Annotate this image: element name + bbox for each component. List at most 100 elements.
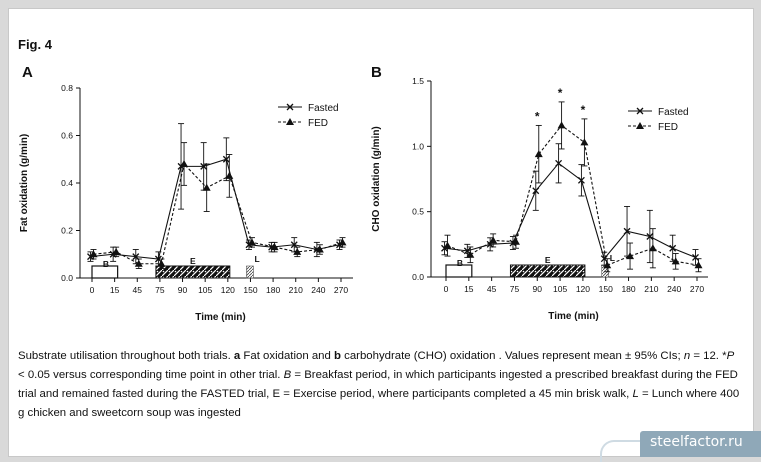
data-point-triangle bbox=[89, 250, 98, 258]
data-point-triangle bbox=[511, 237, 520, 245]
x-tick-label: 105 bbox=[198, 285, 212, 295]
data-point-triangle bbox=[580, 138, 589, 146]
x-tick-label: 0 bbox=[90, 285, 95, 295]
x-tick-label: 120 bbox=[221, 285, 235, 295]
significance-marker: * bbox=[581, 103, 586, 117]
caption-n-symbol: n bbox=[683, 350, 691, 362]
legend-label: Fasted bbox=[308, 103, 339, 114]
figure-label: Fig. 4 bbox=[18, 37, 52, 52]
significance-marker: * bbox=[558, 86, 563, 100]
panel-label: B bbox=[371, 64, 382, 81]
legend-label: FED bbox=[658, 122, 678, 133]
x-tick-label: 45 bbox=[133, 285, 143, 295]
watermark-decoration bbox=[600, 440, 647, 462]
exercise-period-box bbox=[509, 264, 586, 278]
y-tick-label: 0.5 bbox=[412, 207, 424, 217]
chart-panel-a: A 0.0 0.2 0.4 0.6 0.8 Fat oxidation (g/min) 0 15… bbox=[19, 64, 353, 323]
lunch-period-label: L bbox=[610, 253, 615, 263]
y-tick-label: 0.2 bbox=[61, 226, 73, 236]
data-point-triangle bbox=[626, 252, 635, 260]
data-point-triangle bbox=[180, 160, 189, 167]
y-tick-label: 0.0 bbox=[412, 272, 424, 282]
data-point-triangle bbox=[443, 241, 452, 249]
x-tick-label: 0 bbox=[444, 284, 449, 294]
exercise-period-label: E bbox=[545, 255, 551, 265]
significance-marker: * bbox=[535, 109, 540, 123]
data-point-triangle bbox=[648, 244, 657, 252]
caption-text: < 0.05 versus corresponding time point i… bbox=[18, 369, 284, 381]
x-tick-label: 90 bbox=[533, 284, 543, 294]
data-point-triangle bbox=[489, 236, 498, 244]
lunch-period-box bbox=[246, 265, 254, 279]
series-fasted bbox=[87, 123, 343, 267]
data-point-triangle bbox=[247, 238, 256, 246]
y-tick-label: 0.8 bbox=[61, 83, 73, 93]
y-tick-label: 0.6 bbox=[61, 131, 73, 141]
data-point-triangle bbox=[270, 243, 279, 251]
series-fasted bbox=[441, 143, 699, 266]
legend-label: Fasted bbox=[658, 107, 689, 118]
data-point-triangle bbox=[603, 261, 612, 269]
data-point-x bbox=[532, 187, 540, 195]
exercise-period-label: E bbox=[190, 256, 196, 266]
data-point-x bbox=[154, 255, 162, 263]
y-axis-label: CHO oxidation (g/min) bbox=[371, 126, 382, 232]
data-point-triangle bbox=[338, 238, 347, 246]
series-line bbox=[447, 124, 699, 267]
chart-panel-b: B 0.0 0.5 1.0 1.5 CHO oxidation (g/min) 0 15 45 7… bbox=[371, 64, 708, 322]
x-tick-label: 180 bbox=[621, 284, 635, 294]
data-point-triangle bbox=[202, 183, 211, 191]
x-tick-label: 150 bbox=[243, 285, 257, 295]
lunch-period-label: L bbox=[254, 254, 259, 264]
y-tick-label: 0.4 bbox=[61, 178, 73, 188]
data-point-x bbox=[669, 244, 677, 252]
x-tick-label: 210 bbox=[644, 284, 658, 294]
x-tick-label: 270 bbox=[690, 284, 704, 294]
x-tick-label: 15 bbox=[110, 285, 120, 295]
legend-marker-triangle bbox=[286, 118, 294, 125]
data-point-triangle bbox=[466, 250, 475, 258]
caption-text: Fat oxidation and bbox=[240, 350, 334, 362]
breakfast-period-box bbox=[91, 265, 119, 279]
x-tick-label: 90 bbox=[178, 285, 188, 295]
caption-p-symbol: P bbox=[726, 350, 735, 362]
x-tick-label: 45 bbox=[487, 284, 497, 294]
data-point-x bbox=[577, 176, 585, 184]
x-tick-label: 240 bbox=[667, 284, 681, 294]
x-tick-label: 75 bbox=[155, 285, 165, 295]
series-fed bbox=[89, 142, 347, 269]
data-point-triangle bbox=[157, 259, 166, 267]
data-point-x bbox=[623, 227, 631, 235]
caption-text: = Lunch where 400 g chicken and sweetcor… bbox=[18, 388, 740, 419]
legend: Fasted FED bbox=[628, 107, 689, 133]
y-tick-label: 1.0 bbox=[412, 141, 424, 151]
data-point-triangle bbox=[557, 121, 566, 129]
y-tick-label: 1.5 bbox=[412, 76, 424, 86]
breakfast-period-label: B bbox=[103, 259, 109, 269]
caption-panel-b-ref: b bbox=[333, 350, 341, 362]
data-point-triangle bbox=[315, 245, 324, 253]
caption-text: = 12. * bbox=[690, 350, 727, 362]
legend-marker-x bbox=[286, 103, 294, 111]
breakfast-period-label: B bbox=[457, 258, 463, 268]
data-point-triangle bbox=[671, 257, 680, 265]
data-point-triangle bbox=[225, 171, 234, 179]
x-tick-label: 15 bbox=[464, 284, 474, 294]
watermark-badge: steelfactor.ru bbox=[640, 431, 761, 457]
caption-text: = Breakfast period, in which participant… bbox=[18, 369, 738, 400]
series-fed bbox=[443, 101, 703, 273]
x-tick-label: 270 bbox=[334, 285, 348, 295]
data-point-triangle bbox=[534, 150, 543, 158]
legend-marker-triangle bbox=[636, 122, 644, 129]
breakfast-period-box bbox=[445, 264, 473, 278]
data-point-x bbox=[692, 253, 699, 261]
y-axis-label: Fat oxidation (g/min) bbox=[19, 134, 30, 232]
x-tick-label: 210 bbox=[289, 285, 303, 295]
data-point-x bbox=[222, 155, 230, 163]
x-tick-label: 120 bbox=[576, 284, 590, 294]
legend-marker-x bbox=[636, 107, 644, 115]
data-point-triangle bbox=[134, 259, 143, 267]
x-tick-label: 75 bbox=[510, 284, 520, 294]
x-axis-label: Time (min) bbox=[195, 312, 245, 323]
caption-l-symbol: L bbox=[632, 388, 639, 400]
